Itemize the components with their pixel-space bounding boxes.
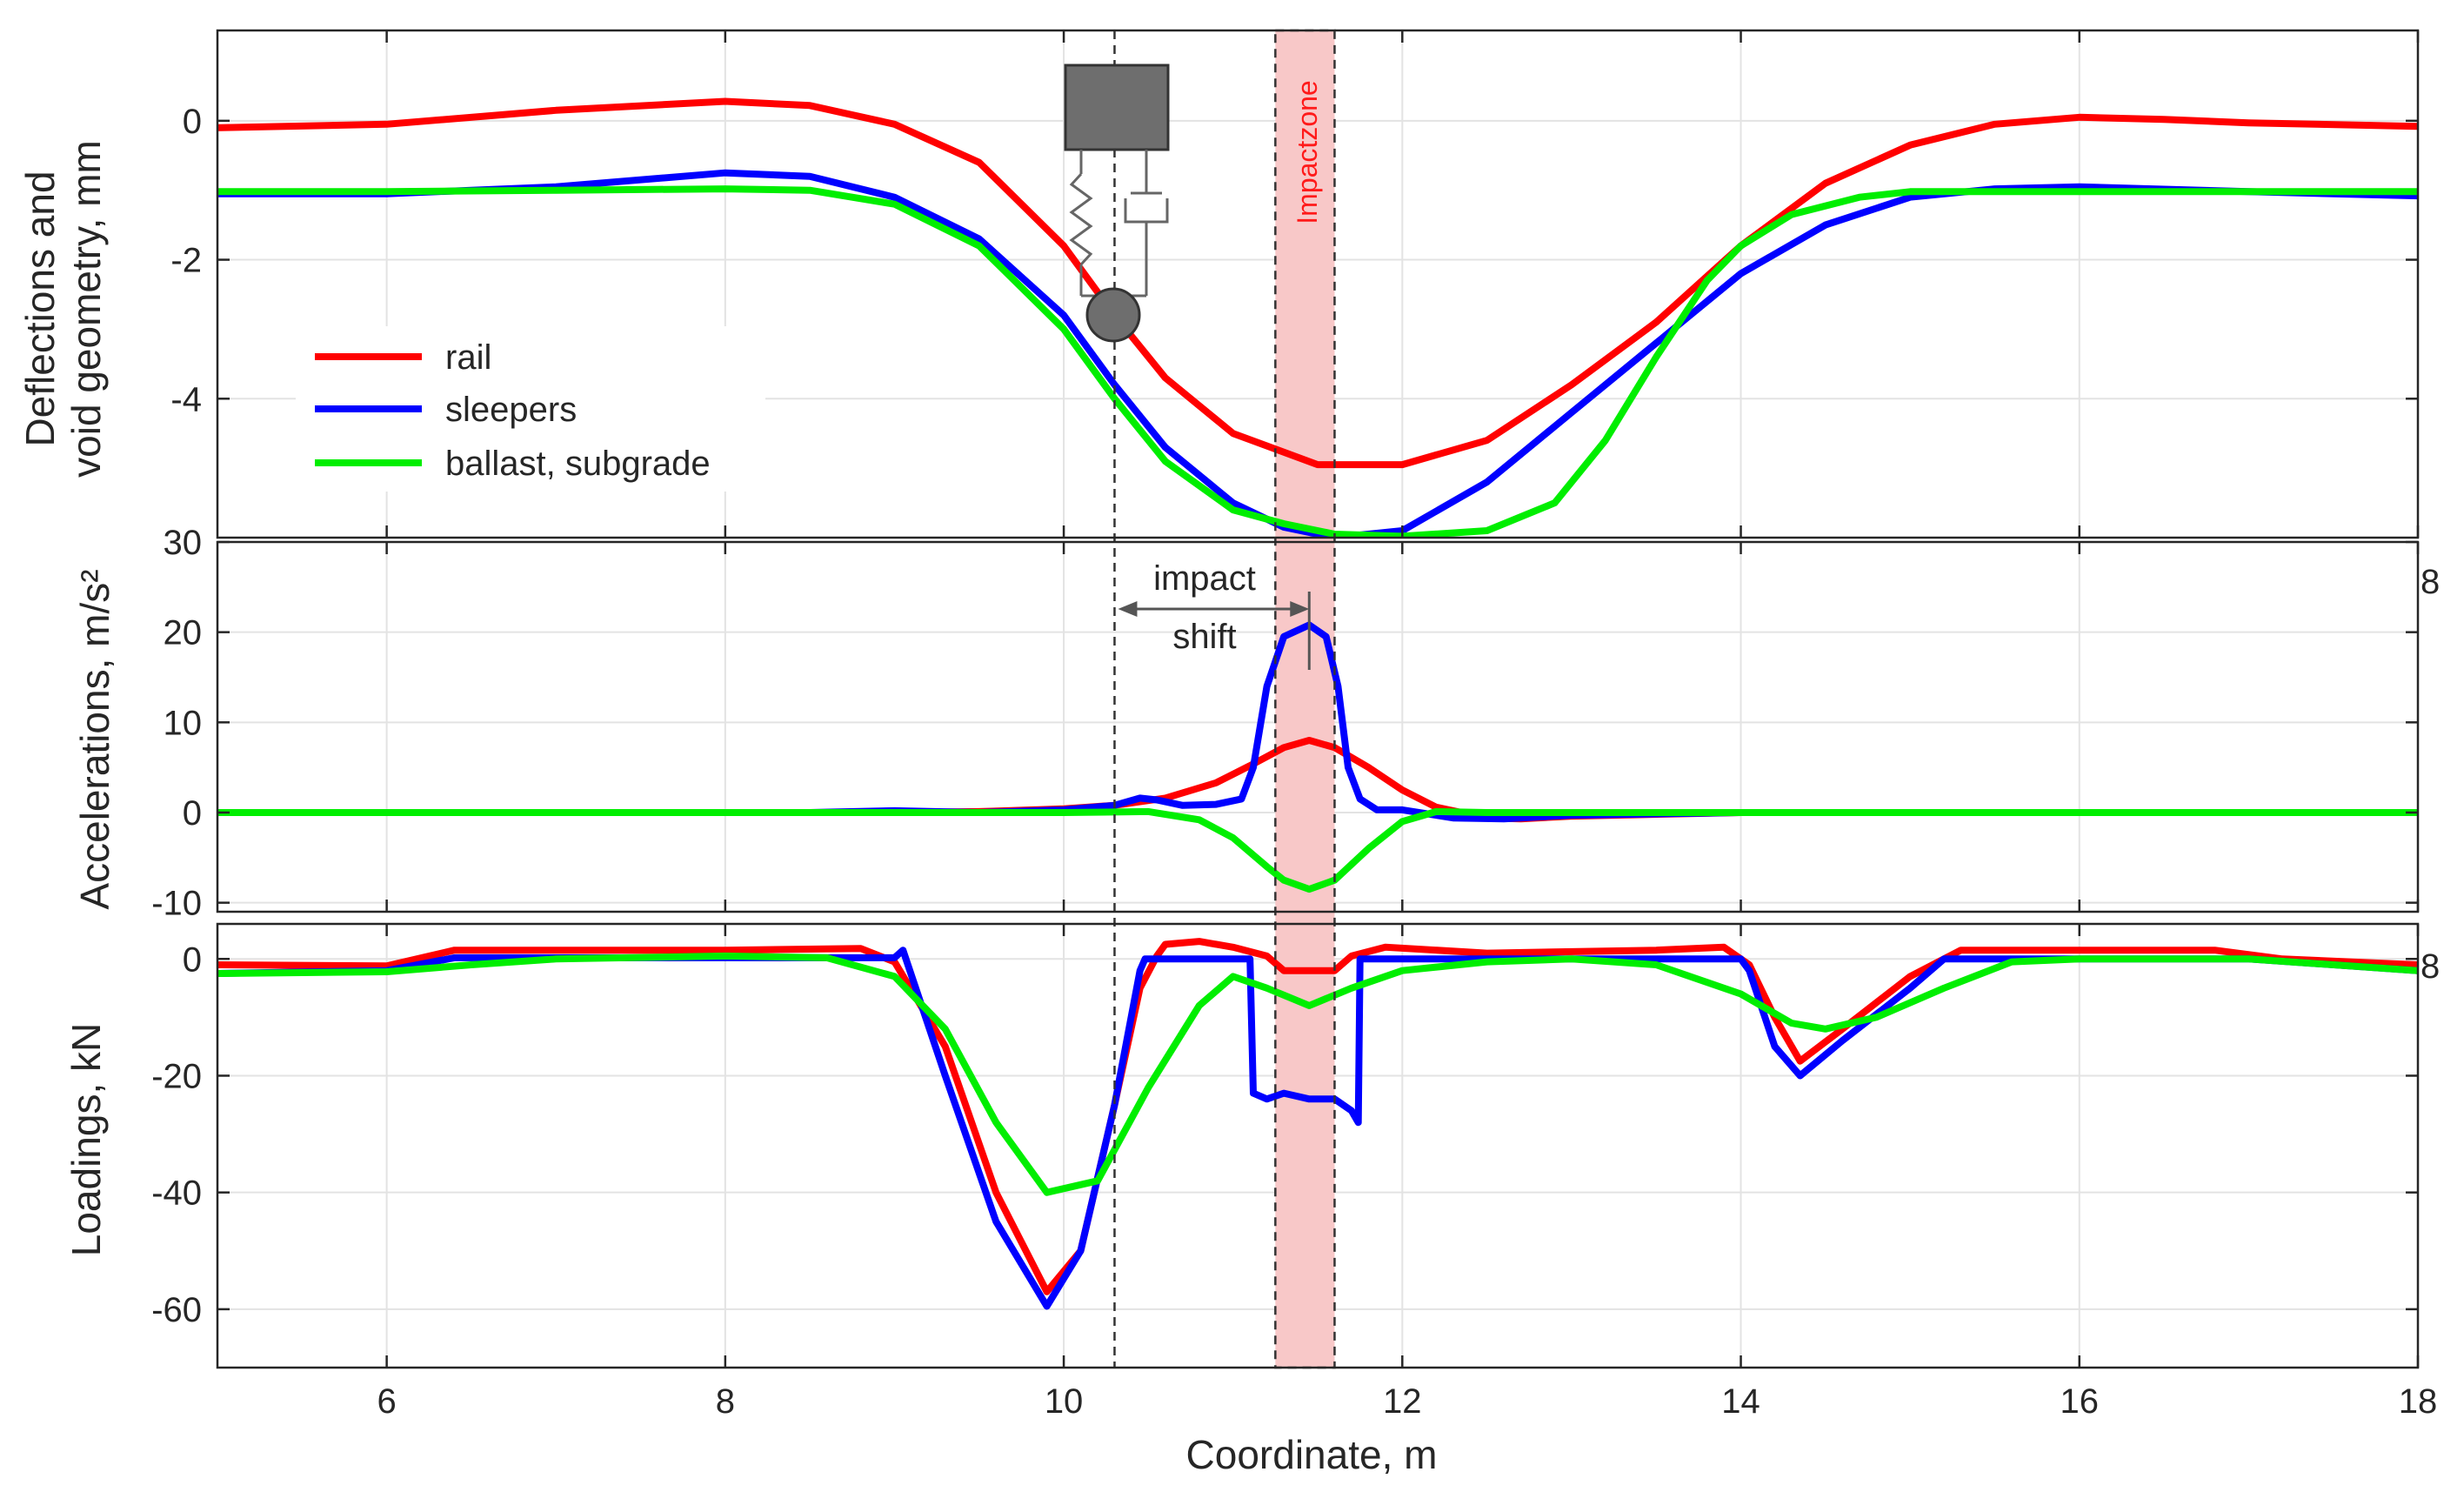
axes-box bbox=[216, 540, 2420, 913]
impact-zone-label: Impactzone bbox=[1292, 80, 1323, 224]
y-tick-label: 10 bbox=[164, 704, 203, 742]
x-tick-label: 12 bbox=[1383, 1382, 1422, 1421]
y-tick-label: 0 bbox=[183, 940, 202, 979]
legend: rail sleepers ballast, subgrade bbox=[296, 326, 765, 492]
vehicle-mass-block bbox=[1064, 64, 1170, 151]
y-tick-label: 30 bbox=[164, 524, 203, 562]
series-ballast-panel-0 bbox=[217, 185, 2418, 538]
series-sleepers-panel-2 bbox=[217, 947, 2418, 1310]
ylabel-deflections-line1: Deflections and bbox=[17, 171, 63, 446]
y-tick-label: -60 bbox=[151, 1291, 202, 1329]
axes-box bbox=[216, 922, 2420, 1369]
impact-shift-label-line1: impact bbox=[1153, 559, 1256, 598]
tick-labels: 0 -2 -4 30 20 10 0 -10 0 -20 -40 -60 6 8 10 12 14 16 18 bbox=[151, 103, 2437, 1421]
impact-shift-arrowhead-left bbox=[1118, 601, 1138, 617]
axes-box bbox=[216, 29, 2420, 539]
right-label-loadings: 8 bbox=[2421, 947, 2440, 986]
xlabel-coordinate: Coordinate, m bbox=[1186, 1432, 1438, 1477]
damper-cup bbox=[1124, 198, 1169, 224]
impact-zone-band bbox=[1275, 30, 1335, 1368]
y-tick-label: -20 bbox=[151, 1057, 202, 1095]
right-label-accelerations: 8 bbox=[2421, 563, 2440, 601]
ylabel-loadings: Loadings, kN bbox=[63, 1023, 109, 1257]
ylabel-deflections-line2: void geometry, mm bbox=[63, 140, 109, 478]
series-ballast-panel-2 bbox=[217, 952, 2418, 1196]
series-rail-panel-0 bbox=[217, 97, 2418, 469]
legend-label-sleepers: sleepers bbox=[445, 391, 577, 429]
impact-shift-annotation: impact shift bbox=[1118, 559, 1311, 670]
legend-label-rail: rail bbox=[445, 338, 491, 377]
axes-boxes bbox=[216, 29, 2420, 1369]
series-ballast-panel-1 bbox=[217, 807, 2418, 893]
y-tick-label: -10 bbox=[151, 885, 202, 923]
suspension-spring-icon bbox=[1069, 172, 1093, 266]
x-tick-label: 18 bbox=[2399, 1382, 2438, 1421]
y-tick-label: -2 bbox=[170, 242, 202, 280]
y-tick-label: 0 bbox=[183, 103, 202, 141]
vehicle-schematic-icon bbox=[1064, 64, 1170, 343]
wheel-icon bbox=[1085, 287, 1141, 343]
ylabel-accelerations: Accelerations, m/s² bbox=[72, 569, 117, 909]
x-tick-label: 10 bbox=[1045, 1382, 1084, 1421]
x-tick-label: 8 bbox=[716, 1382, 735, 1421]
impact-shift-label-line2: shift bbox=[1172, 618, 1236, 656]
y-tick-label: 20 bbox=[164, 614, 203, 652]
y-tick-label: -40 bbox=[151, 1174, 202, 1213]
impact-zone-fill bbox=[1275, 30, 1335, 1368]
y-tick-label: 0 bbox=[183, 794, 202, 833]
legend-label-ballast: ballast, subgrade bbox=[445, 445, 711, 483]
x-tick-label: 14 bbox=[1721, 1382, 1760, 1421]
y-tick-label: -4 bbox=[170, 380, 202, 418]
impact-shift-arrowhead-right bbox=[1290, 601, 1310, 617]
x-tick-label: 16 bbox=[2060, 1382, 2100, 1421]
x-tick-label: 6 bbox=[377, 1382, 396, 1421]
